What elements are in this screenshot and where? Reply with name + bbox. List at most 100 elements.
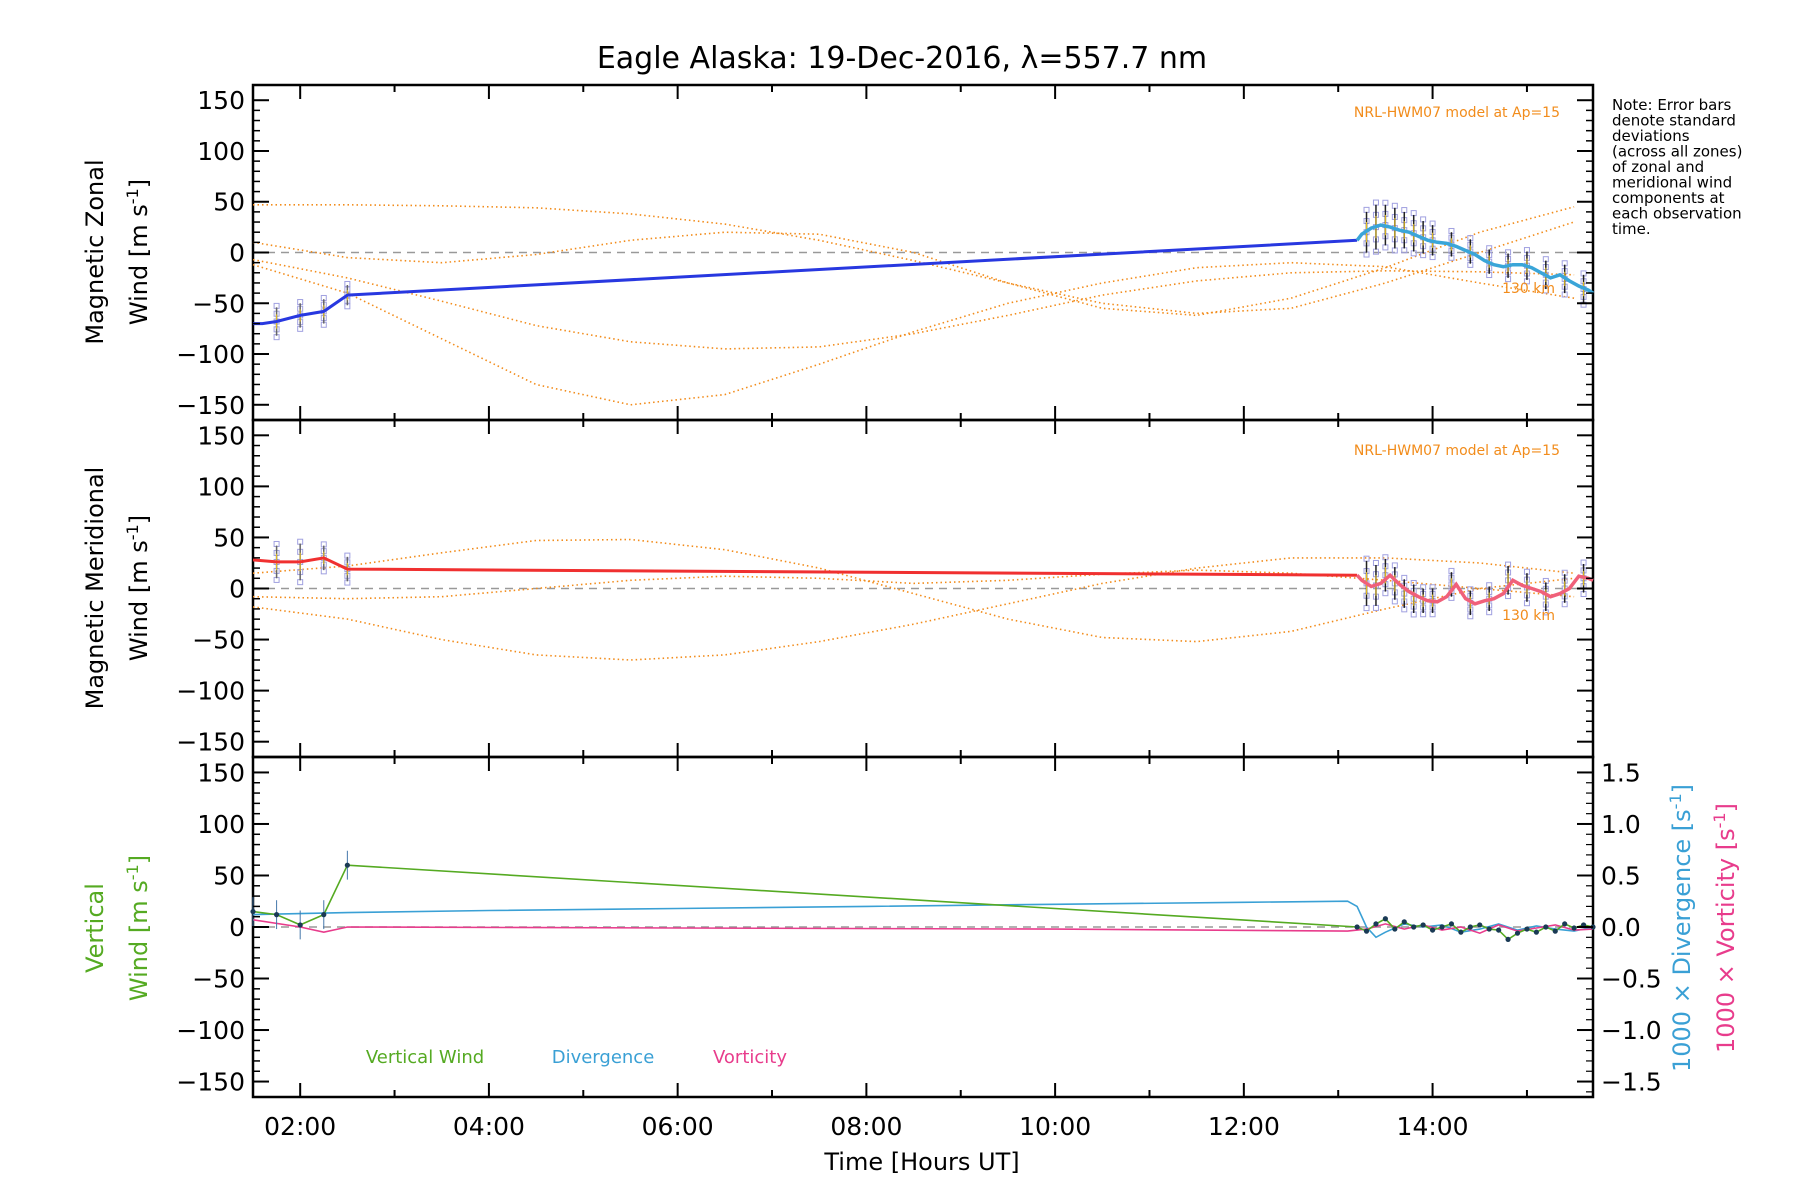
vertical-wind-point [1382, 916, 1388, 922]
y-tick-label: −50 [192, 289, 245, 318]
legend-vertical-wind: Vertical Wind [366, 1047, 484, 1068]
y-tick-label: −100 [176, 1016, 245, 1045]
vertical-wind-point [1411, 924, 1417, 930]
vertical-wind-point [1477, 922, 1483, 928]
vertical-y-axis: 150 100 50 0 −50 −100 −150 [176, 757, 1528, 1097]
sample-point [1363, 206, 1370, 213]
sample-point [1372, 559, 1379, 566]
sample-point [1410, 250, 1417, 257]
vertical-ylabel-line1: Vertical [81, 883, 109, 973]
x-tick-label: 12:00 [1208, 1112, 1280, 1141]
note-line: denote standard [1612, 112, 1736, 130]
vertical-wind-point [1552, 928, 1558, 934]
note-line: (across all zones) [1612, 143, 1742, 161]
vertical-wind-point [1486, 926, 1492, 932]
sample-point [1372, 604, 1379, 611]
x-tick-label: 10:00 [1019, 1112, 1091, 1141]
y-tick-label: −150 [176, 1068, 245, 1097]
x-axis: 02:00 04:00 06:00 08:00 10:00 12:00 14:00 [264, 1112, 1468, 1141]
divergence-line [252, 900, 1594, 939]
meridional-wind-line [252, 556, 1358, 577]
model-curve [252, 206, 1575, 317]
y-tick-label: 150 [197, 758, 245, 787]
zonal-y-axis: 150 100 50 0 −50 −100 −150 [176, 85, 1593, 420]
vertical-wind-point [1429, 927, 1436, 933]
zonal-model-height-label: 130 km [1502, 281, 1555, 297]
sample-point [1401, 207, 1408, 214]
sample-point [1372, 248, 1379, 255]
vertical-wind-point [273, 912, 280, 918]
y-tick-label: −100 [176, 677, 245, 706]
meridional-wind-panel: 150 100 50 0 −50 −100 −150 NRL-HWM07 model at … [81, 418, 1595, 759]
legend-divergence: Divergence [552, 1047, 655, 1068]
model-curve [253, 204, 1575, 315]
y2-tick-label: 0.0 [1601, 913, 1641, 942]
sample-point [1372, 199, 1379, 206]
vertical-wind-panel: 150 100 50 0 −50 −100 −150 1.5 1.0 0.5 0.0 −0.5 −1.… [81, 755, 1740, 1099]
vertical-wind-point [1467, 924, 1473, 930]
y-tick-label: 150 [197, 421, 245, 450]
chart-title: Eagle Alaska: 19-Dec-2016, λ=557.7 nm [597, 41, 1207, 76]
note-line: Note: Error bars [1612, 96, 1732, 114]
y-tick-label: 0 [229, 575, 245, 604]
vertical-wind-point [1458, 929, 1464, 935]
y-tick-label: −50 [192, 965, 245, 994]
sample-point [1363, 605, 1370, 612]
y-tick-label: 50 [213, 188, 245, 217]
model-curve [252, 569, 1575, 600]
meridional-ylabel-line1: Magnetic Meridional [81, 467, 109, 710]
vertical-wind-point [1571, 925, 1577, 931]
sample-point [297, 579, 304, 586]
sample-point [1410, 210, 1417, 217]
sample-point [1391, 202, 1398, 209]
vertical-wind-point [1505, 936, 1511, 942]
y-tick-label: −100 [176, 340, 245, 369]
x-tick-label: 08:00 [830, 1112, 902, 1141]
vertical-wind-point [1373, 921, 1379, 927]
y-tick-label: 100 [197, 810, 245, 839]
legend-vorticity: Vorticity [713, 1047, 787, 1068]
vertical-wind-point [1354, 924, 1360, 930]
zonal-ylabel-line1: Magnetic Zonal [81, 159, 109, 344]
x-tick-label: 02:00 [264, 1112, 336, 1141]
meridional-ylabel-line2: Wind [m s-1] [123, 515, 153, 661]
y-tick-label: 0 [229, 239, 245, 268]
zonal-wind-panel: 150 100 50 0 −50 −100 −150 NRL-HWM07 model at … [81, 83, 1595, 422]
vertical-wind-point [250, 908, 256, 915]
y-tick-label: 50 [213, 861, 245, 890]
y2-tick-label: −1.5 [1601, 1068, 1662, 1097]
y-tick-label: 50 [213, 523, 245, 552]
x-axis-label: Time [Hours UT] [823, 1148, 1019, 1176]
y2-tick-label: 0.5 [1601, 861, 1641, 890]
vertical-wind-point [1448, 921, 1455, 927]
note-line: components at [1612, 189, 1725, 207]
vertical-wind-point [344, 862, 350, 868]
y2-tick-label: 1.0 [1601, 810, 1641, 839]
vertical-wind-point [1533, 929, 1539, 935]
vertical-wind-point [1420, 922, 1426, 928]
vertical-wind-point [1401, 919, 1407, 925]
sample-point [1382, 244, 1389, 251]
sample-point [1363, 555, 1370, 562]
vertical-wind-point [1496, 927, 1502, 933]
vertical-right-y-axis: 1.5 1.0 0.5 0.0 −0.5 −1.0 −1.5 [1577, 758, 1662, 1097]
y-tick-label: −50 [192, 626, 245, 655]
vertical-plot-area [250, 850, 1596, 942]
zonal-model-label: NRL-HWM07 model at Ap=15 [1354, 105, 1560, 121]
meridional-model-label: NRL-HWM07 model at Ap=15 [1354, 443, 1560, 459]
vorticity-axis-label: 1000 × Vorticity [s-1] [1710, 803, 1740, 1053]
vertical-wind-point [1392, 926, 1398, 932]
sample-point [1382, 199, 1389, 206]
zonal-ylabel-line2: Wind [m s-1] [123, 179, 153, 325]
sample-point [297, 538, 304, 545]
y2-tick-label: −1.0 [1601, 1016, 1662, 1045]
meridional-wind-line-recent [1355, 572, 1594, 606]
vertical-wind-point [1514, 930, 1521, 936]
y-tick-label: −150 [176, 391, 245, 420]
model-curve [252, 538, 1575, 643]
y-tick-label: −150 [176, 728, 245, 757]
x-tick-label: 06:00 [642, 1112, 714, 1141]
y-tick-label: 0 [229, 913, 245, 942]
